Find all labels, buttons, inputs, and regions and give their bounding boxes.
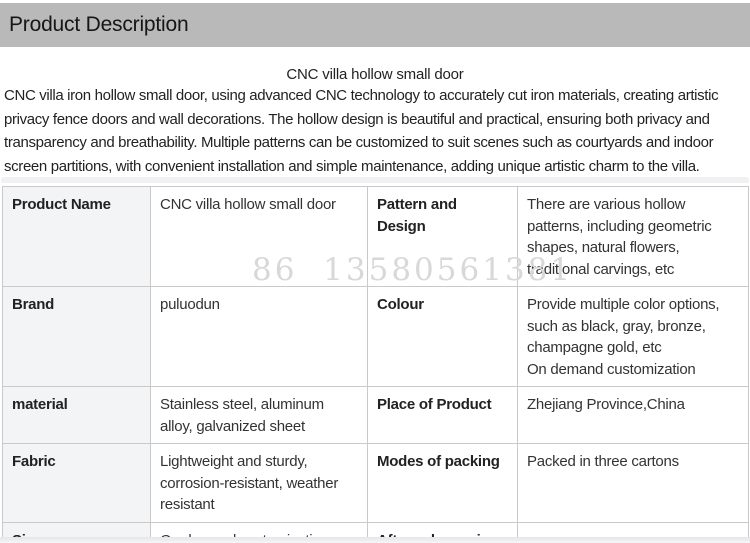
spec-row-product-name: Product Name CNC villa hollow small door… xyxy=(2,186,749,287)
spec-label: Modes of packing xyxy=(367,443,518,523)
spec-value: puluodun xyxy=(150,286,368,387)
spec-value: CNC villa hollow small door xyxy=(150,186,368,287)
spec-value: There are various hollow patterns, inclu… xyxy=(517,186,749,287)
spec-row-fabric: Fabric Lightweight and sturdy, corrosion… xyxy=(2,443,749,523)
spec-label: Colour xyxy=(367,286,518,387)
spec-value: Packed in three cartons xyxy=(517,443,749,523)
spec-row-brand: Brand puluodun Colour Provide multiple c… xyxy=(2,286,749,387)
product-description-paragraph: CNC villa iron hollow small door, using … xyxy=(4,87,719,175)
section-header-bar: Product Description xyxy=(0,3,750,47)
spec-label: Fabric xyxy=(2,443,151,523)
spec-value: Lightweight and sturdy, corrosion-resist… xyxy=(150,443,368,523)
product-title: CNC villa hollow small door xyxy=(286,66,464,83)
divider-strip xyxy=(1,177,749,183)
section-title: Product Description xyxy=(9,13,189,36)
spec-label: material xyxy=(2,386,151,444)
spec-label: Pattern and Design xyxy=(367,186,518,287)
bottom-section-edge xyxy=(0,537,750,543)
spec-label: Brand xyxy=(2,286,151,387)
spec-row-material: material Stainless steel, aluminum alloy… xyxy=(2,386,749,444)
spec-value: Provide multiple color options, such as … xyxy=(517,286,749,387)
spec-table: Product Name CNC villa hollow small door… xyxy=(2,186,749,543)
spec-label: Place of Product xyxy=(367,386,518,444)
spec-value: Stainless steel, aluminum alloy, galvani… xyxy=(150,386,368,444)
spec-value: Zhejiang Province,China xyxy=(517,386,749,444)
spec-label: Product Name xyxy=(2,186,151,287)
